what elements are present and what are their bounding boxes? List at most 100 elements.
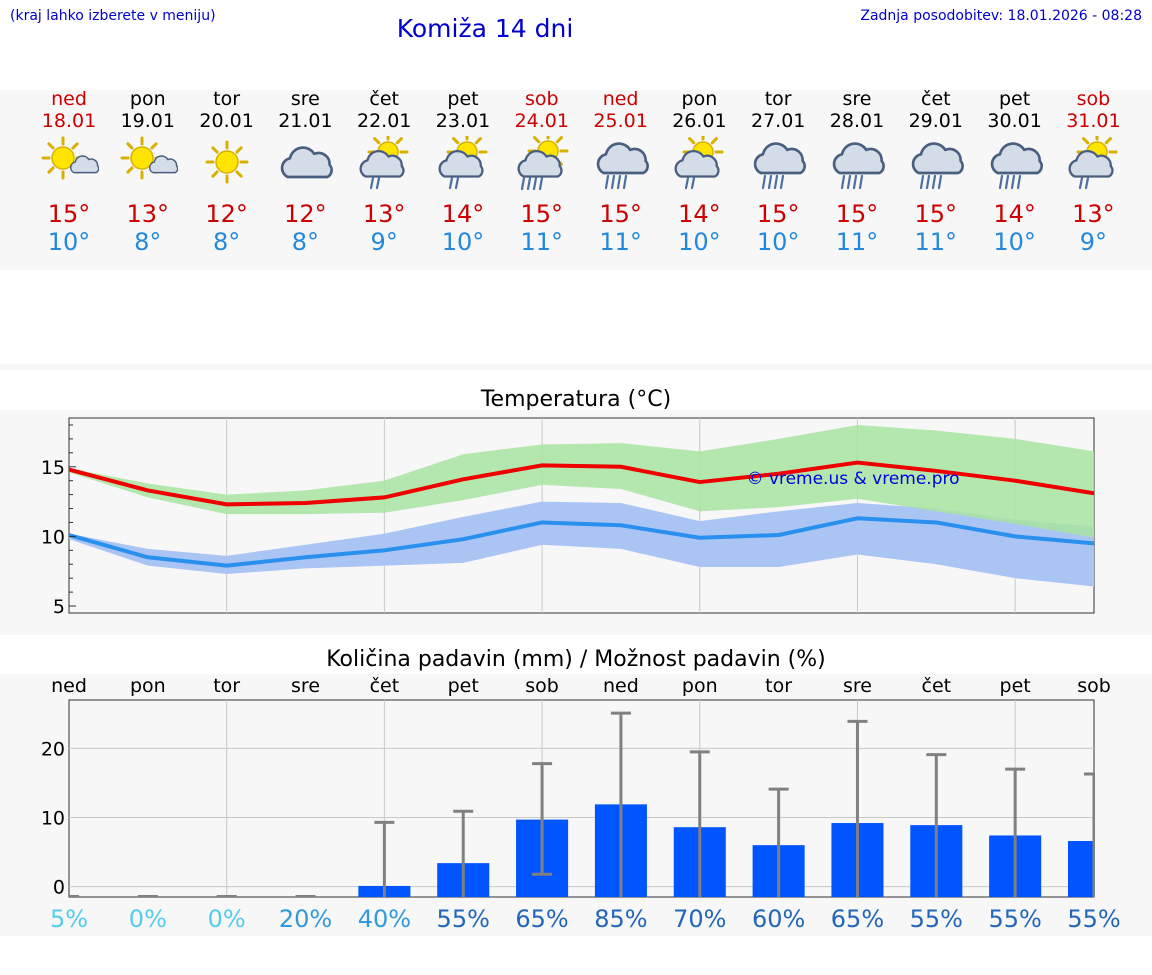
- weather-icon-holder: [582, 132, 660, 200]
- precip-probability: 20%: [279, 905, 332, 933]
- day-column[interactable]: sre 21.01 12° 8°: [266, 88, 344, 256]
- precip-day-label: ned: [603, 675, 639, 697]
- day-name: sre: [842, 88, 872, 110]
- cloud-icon: [281, 146, 334, 179]
- cloud-heavy-rain-icon: [832, 142, 885, 190]
- precip-y-tick-label: 10: [41, 808, 65, 830]
- max-temperature: 13°: [1072, 200, 1115, 228]
- max-temperature: 15°: [520, 200, 564, 228]
- separator: [0, 364, 1152, 370]
- day-column[interactable]: ned 25.01 15° 11°: [582, 88, 660, 256]
- precip-day-label: pet: [1000, 675, 1031, 697]
- day-column[interactable]: pon 26.01 14° 10°: [660, 88, 738, 256]
- min-temperature: 8°: [134, 228, 162, 256]
- cloud-heavy-rain-icon: [753, 142, 807, 190]
- day-column[interactable]: tor 20.01 12° 8°: [188, 88, 266, 256]
- day-date: 31.01: [1066, 110, 1121, 132]
- min-temperature: 10°: [993, 228, 1036, 256]
- weather-icon-holder: [739, 132, 817, 200]
- weather-icon-holder: [660, 132, 738, 200]
- weather-icon-holder: [976, 132, 1054, 200]
- weather-icon-holder: [109, 132, 187, 200]
- sun-cloud-icon: [120, 136, 178, 180]
- temp-y-tick-label: 10: [41, 526, 65, 548]
- precip-bar: [1067, 841, 1095, 897]
- day-name: pon: [129, 88, 166, 110]
- day-column[interactable]: pet 30.01 14° 10°: [976, 88, 1054, 256]
- max-temperature: 15°: [756, 200, 800, 228]
- min-temperature: 8°: [291, 228, 320, 256]
- precip-probability: 60%: [752, 905, 805, 933]
- sun-cloud-rain-icon: [674, 136, 724, 190]
- precip-probability: 70%: [673, 905, 726, 933]
- weather-icon-holder: [1054, 132, 1132, 200]
- max-temperature: 15°: [599, 200, 642, 228]
- sun-cloud-heavy-rain-icon: [517, 136, 569, 191]
- precip-probability: 5%: [50, 905, 88, 933]
- day-column[interactable]: ned 18.01 15° 10°: [30, 88, 108, 256]
- sun-cloud-rain-icon: [1068, 136, 1118, 190]
- day-name: pet: [447, 88, 479, 110]
- day-date: 23.01: [435, 110, 491, 132]
- sun-cloud-rain-icon: [438, 136, 488, 190]
- day-column[interactable]: čet 22.01 13° 9°: [345, 88, 423, 256]
- forecast-band: [0, 90, 1152, 270]
- precip-probability: 55%: [988, 905, 1041, 933]
- day-date: 30.01: [987, 110, 1042, 132]
- day-name: tor: [764, 88, 792, 110]
- precip-probability: 65%: [515, 905, 568, 933]
- day-column[interactable]: tor 27.01 15° 10°: [739, 88, 817, 256]
- precip-day-label: pon: [130, 675, 166, 697]
- day-column[interactable]: sob 24.01 15° 11°: [503, 88, 581, 256]
- day-column[interactable]: pon 19.01 13° 8°: [109, 88, 187, 256]
- max-temperature: 13°: [126, 200, 170, 228]
- min-temperature: 11°: [914, 228, 958, 256]
- min-temperature: 8°: [212, 228, 241, 256]
- day-name: ned: [602, 88, 639, 110]
- day-date: 20.01: [199, 110, 254, 132]
- day-name: sob: [525, 88, 559, 110]
- max-temperature: 14°: [678, 200, 721, 228]
- cloud-heavy-rain-icon: [911, 142, 964, 190]
- day-column[interactable]: sre 28.01 15° 11°: [818, 88, 896, 256]
- weather-icon-holder: [424, 132, 502, 200]
- day-name: pon: [681, 88, 718, 110]
- day-name: pet: [998, 88, 1031, 110]
- page-title: Komiža 14 dni: [396, 14, 574, 43]
- sun-cloud-rain-icon: [359, 136, 409, 190]
- weather-icon-holder: [188, 132, 266, 200]
- precip-probability: 55%: [910, 905, 963, 933]
- precip-day-label: pon: [682, 675, 718, 697]
- min-temperature: 11°: [835, 228, 879, 256]
- weather-icon-holder: [345, 132, 423, 200]
- day-date: 27.01: [750, 110, 806, 132]
- precip-probability: 85%: [594, 905, 647, 933]
- precip-probability: 55%: [1067, 905, 1120, 933]
- min-temperature: 10°: [441, 228, 485, 256]
- precip-day-label: tor: [765, 675, 792, 697]
- weather-icon-holder: [818, 132, 896, 200]
- precip-probability: 0%: [208, 905, 246, 933]
- precipitation-chart: ned pon tor sre čet pet sob ned pon tor sre čet pet s…: [0, 674, 1152, 936]
- day-column[interactable]: pet 23.01 14° 10°: [424, 88, 502, 256]
- min-temperature: 10°: [756, 228, 800, 256]
- min-temperature: 10°: [678, 228, 721, 256]
- sun-icon: [205, 140, 249, 184]
- weather-icon-holder: [30, 132, 108, 200]
- precip-y-tick-label: 0: [53, 877, 65, 899]
- weather-icon-holder: [897, 132, 975, 200]
- weather-icon-holder: [503, 132, 581, 200]
- precip-day-label: sre: [843, 675, 872, 697]
- day-name: čet: [369, 88, 399, 110]
- day-date: 24.01: [514, 110, 569, 132]
- day-column[interactable]: sob 31.01 13° 9°: [1054, 88, 1132, 256]
- min-temperature: 9°: [370, 228, 398, 256]
- precip-day-label: sre: [291, 675, 320, 697]
- max-temperature: 14°: [993, 200, 1036, 228]
- precip-day-label: pet: [448, 675, 479, 697]
- location-hint: (kraj lahko izberete v meniju): [10, 8, 216, 24]
- day-name: sob: [1076, 88, 1111, 110]
- day-column[interactable]: čet 29.01 15° 11°: [897, 88, 975, 256]
- max-temperature: 15°: [835, 200, 879, 228]
- precip-day-label: tor: [213, 675, 240, 697]
